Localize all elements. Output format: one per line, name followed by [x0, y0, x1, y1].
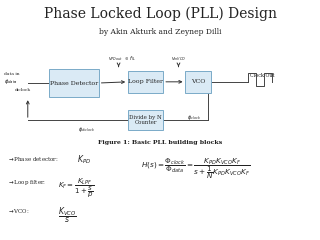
Text: $\phi_{data}$: $\phi_{data}$ — [4, 77, 17, 86]
Text: $\rightarrow$Phase detector:: $\rightarrow$Phase detector: — [7, 155, 59, 162]
Text: $v_{PDout}$: $v_{PDout}$ — [108, 55, 123, 63]
Text: $\phi_{diclock}$: $\phi_{diclock}$ — [78, 125, 95, 134]
FancyBboxPatch shape — [49, 69, 99, 97]
FancyBboxPatch shape — [186, 71, 211, 93]
Text: VCO: VCO — [191, 79, 205, 84]
Text: diclock: diclock — [15, 88, 31, 92]
Text: $\rightarrow$Loop filter:: $\rightarrow$Loop filter: — [7, 179, 46, 187]
Text: $H(s) = \dfrac{\Phi_{clock}}{\Phi_{data}} = \dfrac{K_{PD}K_{VCO}K_F}{s + \dfrac{: $H(s) = \dfrac{\Phi_{clock}}{\Phi_{data}… — [141, 156, 250, 181]
Text: $v_{inVCO}$: $v_{inVCO}$ — [171, 55, 186, 63]
FancyBboxPatch shape — [128, 71, 163, 93]
Text: $\rightarrow$VCO:: $\rightarrow$VCO: — [7, 207, 30, 215]
Text: Figure 1: Basic PLL building blocks: Figure 1: Basic PLL building blocks — [98, 140, 222, 145]
Text: Phase Locked Loop (PLL) Design: Phase Locked Loop (PLL) Design — [44, 7, 276, 21]
Text: by Akin Akturk and Zeynep Dilli: by Akin Akturk and Zeynep Dilli — [99, 28, 221, 36]
Text: Loop Filter: Loop Filter — [128, 79, 163, 84]
Text: data in: data in — [4, 72, 20, 76]
Text: Clock Out: Clock Out — [250, 73, 274, 78]
Text: $K_{PD}$: $K_{PD}$ — [77, 153, 91, 166]
Text: Divide by N
Counter: Divide by N Counter — [129, 114, 162, 125]
FancyBboxPatch shape — [128, 110, 163, 130]
Text: $\dfrac{K_{VCO}}{s}$: $\dfrac{K_{VCO}}{s}$ — [58, 205, 77, 225]
Text: $\phi_{clock}$: $\phi_{clock}$ — [187, 113, 201, 122]
Text: $\propto f_{IL}$: $\propto f_{IL}$ — [124, 54, 136, 63]
Text: Phase Detector: Phase Detector — [50, 80, 98, 85]
Text: $K_F = \dfrac{K_{LPF}}{1+\dfrac{s}{p}}$: $K_F = \dfrac{K_{LPF}}{1+\dfrac{s}{p}}$ — [58, 176, 95, 200]
